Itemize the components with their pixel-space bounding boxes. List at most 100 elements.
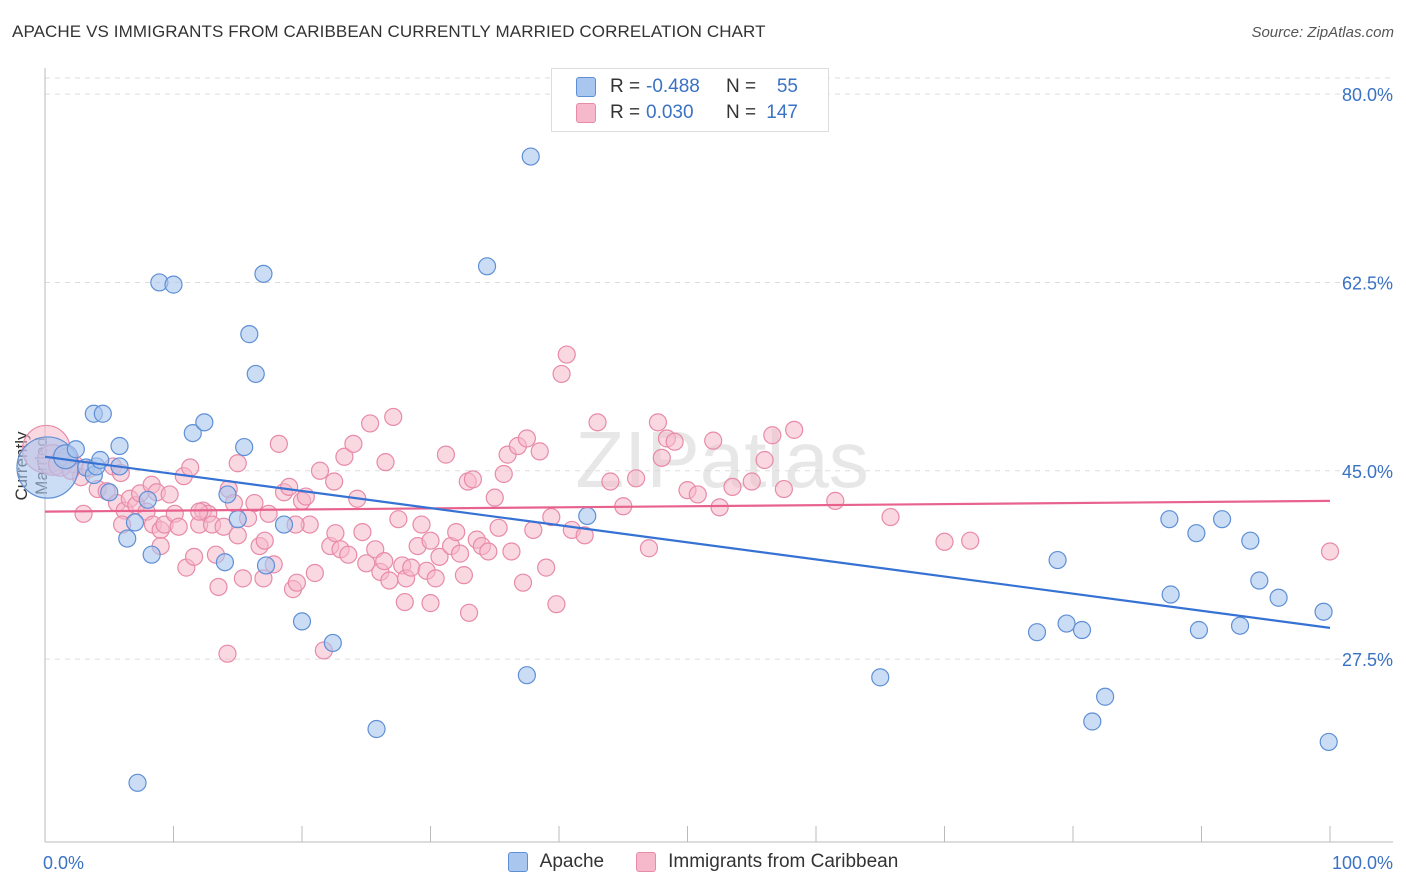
caribbean-point — [228, 454, 247, 473]
y-tick-label: 27.5% — [1342, 650, 1393, 670]
apache-point — [128, 773, 147, 792]
y-tick-label: 80.0% — [1342, 85, 1393, 105]
caribbean-point — [447, 522, 466, 542]
apache-point — [871, 668, 890, 687]
caribbean-point — [310, 461, 330, 480]
caribbean-point — [454, 566, 474, 585]
caribbean-point — [280, 477, 299, 497]
caribbean-point — [395, 592, 414, 612]
caribbean-point — [479, 542, 498, 561]
apache-point — [1250, 571, 1269, 590]
apache-point — [367, 719, 386, 739]
apache-point — [1269, 588, 1288, 607]
caribbean-point — [961, 531, 980, 550]
apache-point — [521, 147, 540, 166]
x-tick-label: 0.0% — [43, 853, 84, 873]
apache-point — [66, 440, 85, 459]
caribbean-swatch — [576, 103, 596, 123]
caribbean-point — [1320, 542, 1340, 561]
caribbean-point — [389, 510, 408, 529]
y-tick-label: 62.5% — [1342, 273, 1393, 293]
caribbean-point — [588, 413, 607, 432]
caribbean-point — [421, 531, 440, 550]
caribbean-point — [688, 485, 707, 504]
caribbean-point — [181, 458, 200, 477]
caribbean-point — [184, 547, 204, 566]
apache-point — [1319, 732, 1338, 752]
r-label: R = — [610, 102, 641, 123]
caribbean-point — [517, 429, 536, 448]
y-tick-label: 45.0% — [1342, 462, 1393, 482]
caribbean-point — [785, 420, 804, 439]
legend-item-caribbean[interactable]: Immigrants from Caribbean — [636, 851, 898, 873]
caribbean-point — [463, 470, 483, 489]
caribbean-trend-line — [44, 499, 1331, 513]
caribbean-point — [935, 532, 954, 551]
caribbean-point — [412, 515, 431, 534]
apache-point — [195, 413, 214, 432]
apache-point — [1187, 524, 1206, 543]
apache-swatch — [507, 852, 528, 872]
series-apache — [16, 147, 1338, 792]
apache-point — [323, 633, 342, 653]
caribbean-point — [648, 413, 668, 432]
caribbean-point — [344, 434, 363, 453]
caribbean-point — [826, 491, 845, 510]
chart-title: APACHE VS IMMIGRANTS FROM CARIBBEAN CURR… — [12, 22, 766, 41]
caribbean-point — [881, 507, 900, 527]
caribbean-point — [421, 594, 440, 613]
apache-point — [1027, 623, 1047, 642]
caribbean-point — [361, 414, 380, 433]
caribbean-point — [430, 547, 449, 566]
caribbean-point — [626, 469, 646, 488]
source-label: Source: ZipAtlas.com — [1251, 24, 1394, 41]
caribbean-point — [74, 504, 93, 523]
apache-point — [1241, 531, 1260, 550]
apache-point — [138, 490, 157, 509]
caribbean-point — [537, 558, 556, 577]
apache-point — [1189, 620, 1209, 640]
trend-lines — [44, 455, 1331, 629]
caribbean-point — [384, 407, 403, 427]
caribbean-point — [190, 502, 209, 521]
apache-point — [1057, 614, 1076, 633]
apache-point — [1160, 510, 1179, 529]
caribbean-point — [209, 577, 228, 597]
caribbean-point — [485, 488, 504, 507]
apache-trend-line — [44, 455, 1331, 629]
caribbean-point — [255, 531, 274, 550]
caribbean-point — [557, 345, 576, 364]
caribbean-point — [259, 504, 278, 523]
caribbean-point — [233, 569, 252, 588]
apache-point — [1161, 585, 1180, 604]
caribbean-point — [704, 431, 723, 450]
caribbean-point — [639, 539, 659, 558]
x-tick-label: 100.0% — [1332, 853, 1393, 873]
apache-point — [93, 404, 112, 423]
caribbean-point — [245, 493, 264, 513]
caribbean-point — [755, 450, 774, 470]
apache-point — [218, 485, 237, 504]
apache-point — [142, 545, 161, 564]
caribbean-point — [402, 558, 421, 577]
apache-point — [1230, 616, 1250, 635]
n-label: N = — [726, 102, 757, 123]
caribbean-point — [325, 472, 344, 491]
apache-point — [1314, 602, 1333, 621]
legend-label-caribbean: Immigrants from Caribbean — [668, 851, 899, 872]
caribbean-point — [652, 448, 671, 467]
apache-point — [1048, 550, 1067, 570]
caribbean-point — [228, 526, 247, 545]
caribbean-point — [459, 603, 479, 622]
apache-point — [1212, 510, 1232, 529]
n-label: N = — [726, 76, 757, 97]
apache-point — [292, 612, 312, 631]
legend-item-apache[interactable]: Apache — [507, 851, 604, 873]
y-tick-labels: 80.0% 62.5% 45.0% 27.5% — [1342, 85, 1393, 670]
r-value: -0.488 — [646, 76, 700, 97]
caribbean-point — [723, 477, 742, 497]
r-value: 0.030 — [646, 102, 694, 123]
caribbean-point — [326, 524, 345, 543]
caribbean-point — [665, 432, 684, 451]
